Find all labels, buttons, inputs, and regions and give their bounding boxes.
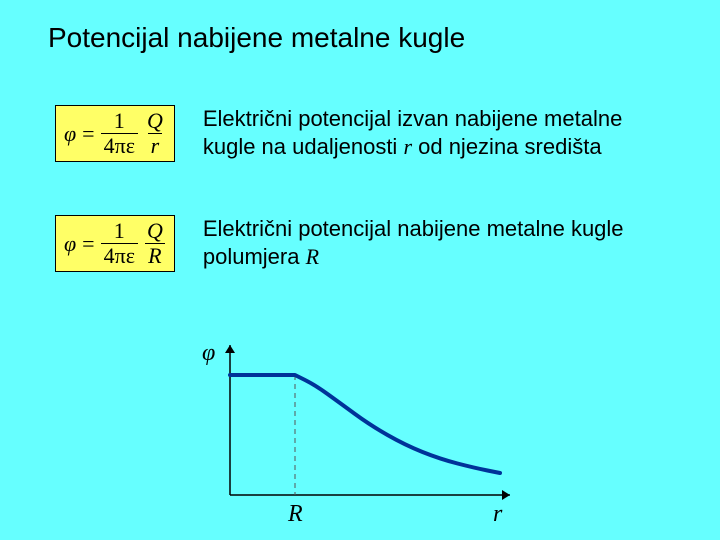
formula-on-sphere: φ = 1 4πε Q R — [55, 215, 175, 272]
description-outside: Električni potencijal izvan nabijene met… — [203, 105, 643, 160]
fraction-2: Q R — [144, 220, 166, 267]
phi-symbol: φ — [64, 121, 76, 147]
fraction-1: 1 4πε — [101, 110, 138, 157]
x-axis-label: r — [493, 501, 502, 528]
equals: = — [82, 121, 94, 147]
fraction-2: Q r — [144, 110, 166, 157]
row-on-sphere: φ = 1 4πε Q R Električni potencijal nabi… — [55, 215, 643, 272]
equals: = — [82, 231, 94, 257]
potential-chart: φ R r — [200, 335, 540, 525]
y-axis-label: φ — [202, 340, 215, 367]
phi-symbol: φ — [64, 231, 76, 257]
chart-svg — [200, 335, 540, 525]
row-outside-sphere: φ = 1 4πε Q r Električni potencijal izva… — [55, 105, 643, 162]
page-title: Potencijal nabijene metalne kugle — [48, 22, 465, 54]
x-tick-R-label: R — [288, 501, 303, 528]
fraction-1: 1 4πε — [101, 220, 138, 267]
description-on-sphere: Električni potencijal nabijene metalne k… — [203, 215, 643, 270]
formula-outside: φ = 1 4πε Q r — [55, 105, 175, 162]
